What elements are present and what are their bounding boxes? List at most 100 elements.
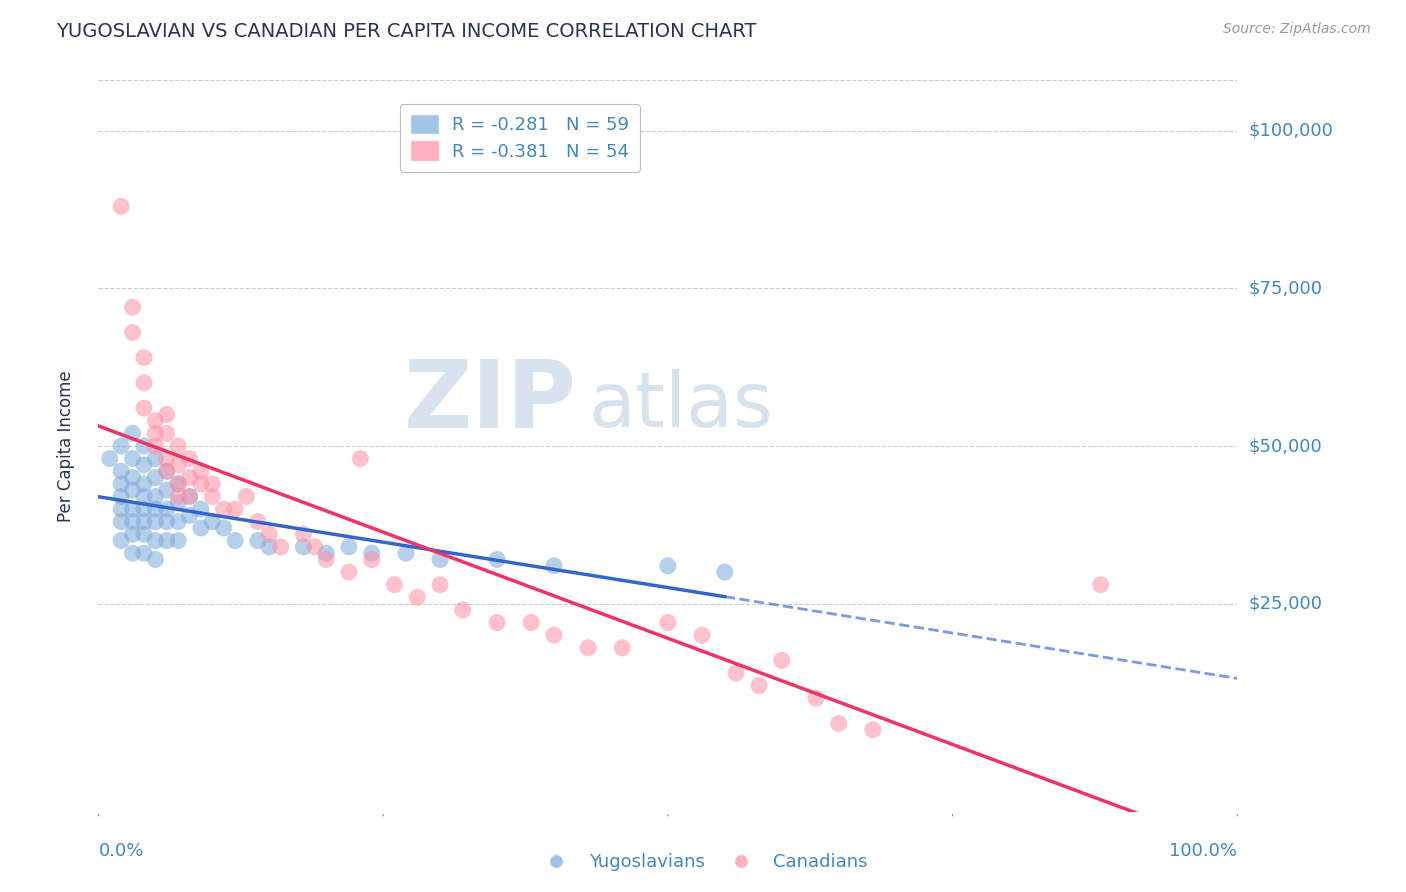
- Point: [657, 558, 679, 573]
- Point: [145, 533, 167, 548]
- Point: [167, 476, 190, 491]
- Point: [429, 578, 451, 592]
- Point: [748, 679, 770, 693]
- Point: [145, 439, 167, 453]
- Point: [121, 300, 143, 314]
- Point: [395, 546, 418, 560]
- Point: [315, 552, 337, 566]
- Point: [132, 546, 155, 560]
- Point: [179, 470, 201, 484]
- Text: YUGOSLAVIAN VS CANADIAN PER CAPITA INCOME CORRELATION CHART: YUGOSLAVIAN VS CANADIAN PER CAPITA INCOM…: [56, 22, 756, 41]
- Text: $75,000: $75,000: [1249, 279, 1323, 297]
- Point: [179, 490, 201, 504]
- Point: [132, 376, 155, 390]
- Point: [156, 426, 179, 441]
- Point: [145, 552, 167, 566]
- Point: [770, 653, 793, 667]
- Point: [110, 515, 132, 529]
- Point: [121, 470, 143, 484]
- Point: [167, 476, 190, 491]
- Point: [429, 552, 451, 566]
- Point: [110, 476, 132, 491]
- Point: [156, 515, 179, 529]
- Point: [121, 426, 143, 441]
- Point: [486, 615, 509, 630]
- Point: [156, 533, 179, 548]
- Point: [98, 451, 121, 466]
- Point: [132, 439, 155, 453]
- Text: $50,000: $50,000: [1249, 437, 1322, 455]
- Point: [167, 496, 190, 510]
- Point: [292, 527, 315, 541]
- Point: [246, 533, 269, 548]
- Y-axis label: Per Capita Income: Per Capita Income: [56, 370, 75, 522]
- Point: [201, 476, 224, 491]
- Point: [179, 490, 201, 504]
- Point: [145, 515, 167, 529]
- Point: [304, 540, 326, 554]
- Point: [212, 502, 235, 516]
- Point: [201, 490, 224, 504]
- Point: [110, 502, 132, 516]
- Point: [121, 326, 143, 340]
- Point: [132, 490, 155, 504]
- Point: [349, 451, 371, 466]
- Point: [110, 199, 132, 213]
- Point: [520, 615, 543, 630]
- Point: [337, 540, 360, 554]
- Point: [224, 502, 246, 516]
- Point: [179, 508, 201, 523]
- Legend: R = -0.281   N = 59, R = -0.381   N = 54: R = -0.281 N = 59, R = -0.381 N = 54: [399, 104, 640, 171]
- Point: [360, 552, 382, 566]
- Point: [156, 502, 179, 516]
- Point: [384, 578, 406, 592]
- Point: [156, 464, 179, 478]
- Point: [167, 439, 190, 453]
- Text: Source: ZipAtlas.com: Source: ZipAtlas.com: [1223, 22, 1371, 37]
- Point: [121, 515, 143, 529]
- Point: [132, 401, 155, 416]
- Point: [156, 464, 179, 478]
- Point: [190, 502, 212, 516]
- Point: [121, 546, 143, 560]
- Point: [259, 540, 281, 554]
- Point: [360, 546, 382, 560]
- Point: [690, 628, 713, 642]
- Point: [121, 502, 143, 516]
- Point: [167, 533, 190, 548]
- Point: [486, 552, 509, 566]
- Point: [145, 490, 167, 504]
- Text: 0.0%: 0.0%: [98, 842, 143, 860]
- Legend: Yugoslavians, Canadians: Yugoslavians, Canadians: [531, 847, 875, 879]
- Point: [576, 640, 599, 655]
- Text: ZIP: ZIP: [404, 356, 576, 448]
- Point: [179, 451, 201, 466]
- Point: [156, 483, 179, 497]
- Text: $100,000: $100,000: [1249, 121, 1333, 140]
- Point: [804, 691, 827, 706]
- Point: [224, 533, 246, 548]
- Point: [145, 426, 167, 441]
- Point: [121, 483, 143, 497]
- Point: [167, 458, 190, 472]
- Point: [156, 408, 179, 422]
- Point: [167, 490, 190, 504]
- Point: [828, 716, 851, 731]
- Point: [145, 414, 167, 428]
- Point: [201, 515, 224, 529]
- Point: [110, 464, 132, 478]
- Point: [132, 351, 155, 365]
- Point: [543, 558, 565, 573]
- Point: [190, 476, 212, 491]
- Point: [110, 533, 132, 548]
- Point: [145, 451, 167, 466]
- Point: [612, 640, 634, 655]
- Point: [132, 515, 155, 529]
- Point: [132, 527, 155, 541]
- Point: [406, 591, 429, 605]
- Point: [292, 540, 315, 554]
- Point: [451, 603, 474, 617]
- Point: [190, 521, 212, 535]
- Point: [121, 451, 143, 466]
- Point: [315, 546, 337, 560]
